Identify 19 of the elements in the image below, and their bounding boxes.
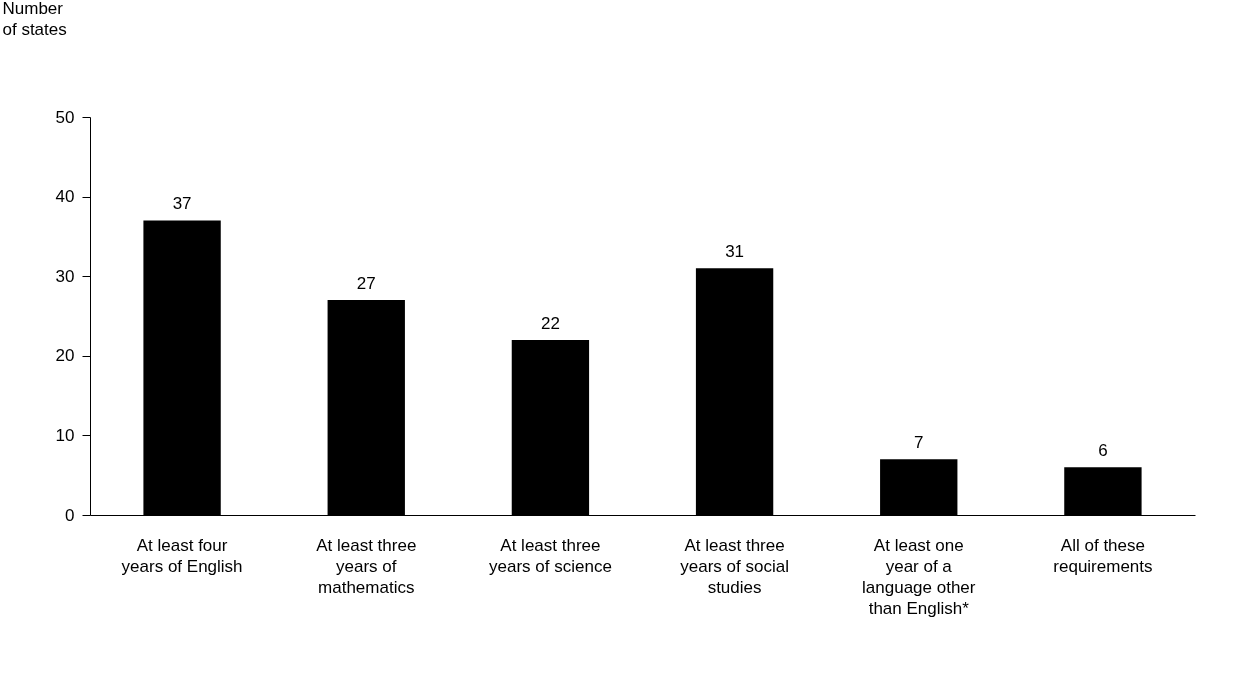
x-tick-label: At least one year of a language other than English* bbox=[862, 535, 976, 618]
data-label: 6 bbox=[1098, 441, 1108, 461]
y-tick-label: 20 bbox=[55, 346, 75, 366]
x-tick-label: At least three years of social studies bbox=[680, 535, 789, 597]
data-label: 31 bbox=[725, 242, 745, 262]
data-label: 27 bbox=[356, 274, 376, 294]
x-tick-label: At least three years of mathematics bbox=[316, 535, 417, 597]
y-tick-label: 0 bbox=[65, 505, 75, 525]
y-tick-label: 10 bbox=[55, 425, 75, 445]
data-label: 37 bbox=[172, 194, 192, 214]
y-tick-label: 40 bbox=[55, 187, 75, 207]
x-tick-label: At least three years of science bbox=[488, 535, 612, 576]
x-tick-label: All of these requirements bbox=[1053, 535, 1153, 576]
x-tick-label: At least four years of English bbox=[121, 535, 243, 576]
y-tick-label: 30 bbox=[55, 266, 75, 286]
y-axis-title: Number of states bbox=[2, 0, 67, 39]
data-label: 7 bbox=[914, 433, 924, 453]
y-tick-label: 50 bbox=[55, 107, 75, 127]
data-label: 22 bbox=[540, 313, 560, 333]
